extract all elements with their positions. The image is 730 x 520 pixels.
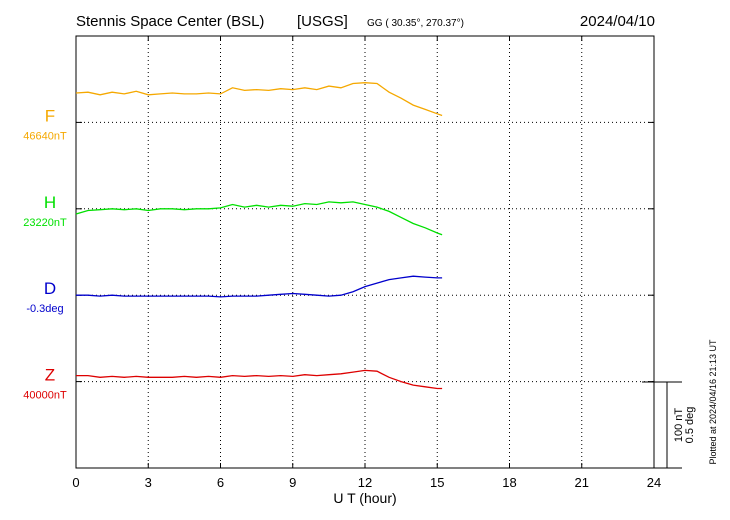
grid-lines (76, 36, 654, 468)
series-line-d (76, 275, 443, 298)
series-baseline-f: 46640nT (23, 130, 67, 142)
series-name-h: H (44, 193, 56, 212)
date-label: 2024/04/10 (580, 13, 655, 30)
station-title: Stennis Space Center (BSL) (76, 13, 264, 30)
series-line-h (75, 201, 443, 236)
series-baseline-d: -0.3deg (26, 303, 63, 315)
series-name-z: Z (45, 366, 55, 385)
x-tick-label: 9 (289, 475, 296, 490)
x-ticks: 0 3 6 9 12 15 18 21 24 (72, 36, 661, 490)
coords-label: GG ( 30.35°, 270.37°) (367, 18, 464, 29)
series-group (75, 82, 443, 390)
x-tick-label: 18 (502, 475, 516, 490)
series-name-d: D (44, 279, 56, 298)
series-baseline-h: 23220nT (23, 217, 67, 229)
x-tick-label: 12 (358, 475, 372, 490)
org-label: [USGS] (297, 13, 348, 30)
x-tick-label: 24 (647, 475, 661, 490)
x-tick-label: 21 (575, 475, 589, 490)
x-tick-label: 6 (217, 475, 224, 490)
x-tick-label: 3 (145, 475, 152, 490)
x-tick-label: 15 (430, 475, 444, 490)
scale-bar-nt-label: 100 nT (673, 408, 685, 443)
series-line-f (75, 82, 443, 117)
series-name-f: F (45, 106, 55, 125)
series-line-z (76, 369, 443, 390)
series-baseline-z: 40000nT (23, 390, 67, 402)
scale-bar-deg-label: 0.5 deg (684, 407, 696, 444)
x-tick-label: 0 (72, 475, 79, 490)
plotted-at-label: Plotted at 2024/04/16 21:13 UT (708, 339, 718, 465)
series-labels: F 46640nT H 23220nT D -0.3deg Z 40000nT (23, 106, 67, 401)
x-axis-label: U T (hour) (333, 490, 396, 506)
